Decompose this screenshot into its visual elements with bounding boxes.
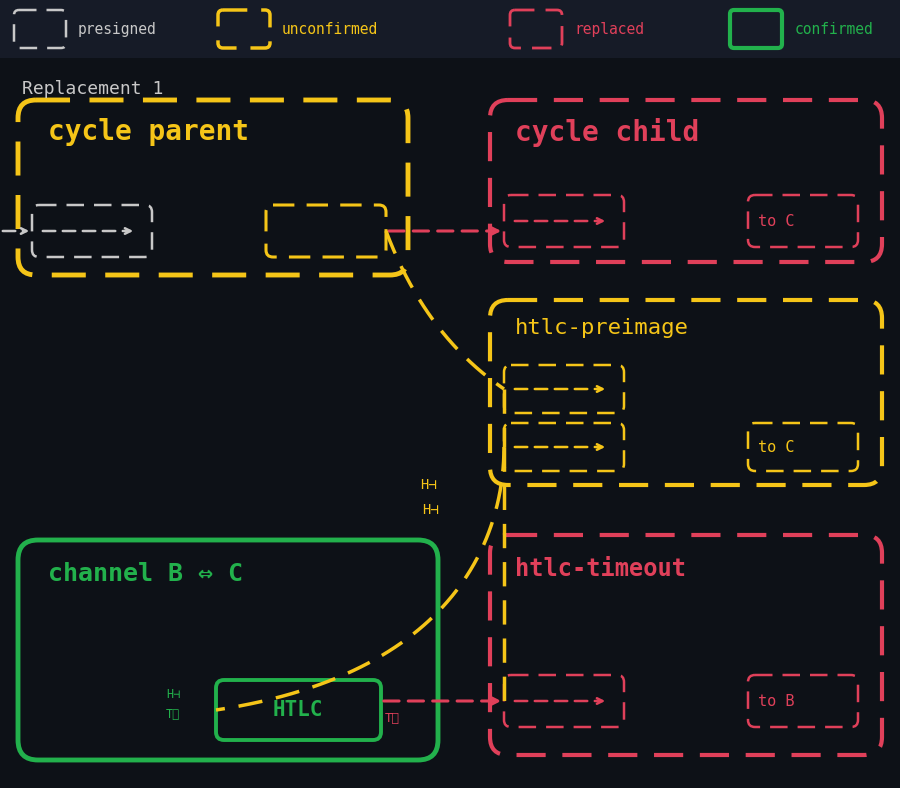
Text: htlc-preimage: htlc-preimage [515, 318, 688, 338]
Text: to C: to C [758, 440, 795, 455]
Text: T⌛: T⌛ [385, 712, 400, 726]
Text: H⊣: H⊣ [422, 503, 439, 517]
Text: channel B ⇔ C: channel B ⇔ C [48, 562, 243, 586]
Text: presigned: presigned [78, 21, 157, 36]
Text: confirmed: confirmed [795, 21, 874, 36]
Text: T⌛: T⌛ [166, 708, 180, 722]
Text: cycle parent: cycle parent [48, 118, 249, 146]
Text: H⊣: H⊣ [166, 689, 180, 701]
Text: H⊣: H⊣ [420, 478, 436, 492]
Text: htlc-timeout: htlc-timeout [515, 557, 686, 581]
Text: cycle child: cycle child [515, 118, 699, 147]
Bar [0, 0, 900, 58]
Text: unconfirmed: unconfirmed [282, 21, 378, 36]
Text: to B: to B [758, 693, 795, 708]
Text: Replacement 1: Replacement 1 [22, 80, 164, 98]
Text: HTLC: HTLC [273, 700, 323, 720]
Text: to C: to C [758, 214, 795, 229]
Text: replaced: replaced [574, 21, 644, 36]
